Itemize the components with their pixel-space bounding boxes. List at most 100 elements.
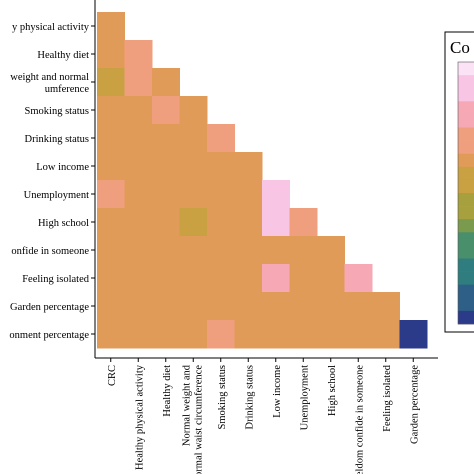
heatmap-cell [262, 208, 290, 237]
legend-swatch [458, 271, 474, 285]
heatmap-cell [97, 40, 125, 69]
column-label: Feeling isolated [382, 364, 393, 432]
heatmap-cell [97, 12, 125, 41]
plot-frame [94, 0, 438, 359]
heatmap-cell [317, 264, 345, 293]
heatmap-cell [289, 208, 318, 237]
heatmap-cell [97, 208, 125, 237]
column-label: CRC [107, 365, 118, 386]
legend-swatch [458, 206, 474, 220]
column-label: Seldom confide in someone [354, 365, 365, 474]
row-label: Feeling isolated [22, 274, 90, 285]
heatmap-cell [207, 208, 235, 237]
legend-swatch [458, 127, 474, 141]
column-labels: CRC Healthy physical activity Healthy diet… [107, 358, 420, 474]
row-label: weight and normal [10, 72, 89, 83]
legend-swatch [458, 219, 474, 233]
heatmap-cell [234, 208, 263, 237]
row-label: Unemployment [24, 190, 89, 201]
heatmap-cell [152, 124, 180, 153]
row-label: Drinking status [25, 134, 89, 145]
heatmap-cell [152, 320, 180, 349]
heatmap-cell [152, 180, 180, 209]
heatmap-cell [179, 208, 208, 237]
legend-colorbar-outline [457, 61, 474, 325]
heatmap-cell [262, 236, 290, 265]
heatmap-cell [207, 124, 235, 153]
row-label: Garden percentage [10, 302, 89, 313]
column-label: normal waist circumference [193, 365, 204, 474]
heatmap-cell [262, 292, 290, 321]
legend-swatch [458, 179, 474, 194]
heatmap-cell [234, 292, 263, 321]
heatmap-cell [124, 152, 153, 181]
legend-swatch [458, 140, 474, 154]
legend-swatch [458, 310, 474, 325]
row-label: onment percentage [9, 330, 89, 341]
heatmap-cell [179, 152, 208, 181]
row-label: y physical activity [12, 22, 90, 33]
legend-swatch [458, 62, 474, 76]
column-label: Low income [272, 365, 283, 418]
column-label: High school [327, 365, 338, 416]
legend-swatch [458, 284, 474, 299]
heatmap-cell [372, 320, 400, 349]
heatmap-cell [152, 68, 180, 97]
color-legend: Co [444, 31, 474, 333]
heatmap-cell [234, 320, 263, 349]
heatmap-cell [124, 68, 153, 97]
heatmap-cell [152, 96, 180, 125]
heatmap-cells [97, 12, 428, 349]
row-label: Smoking status [25, 106, 89, 117]
heatmap-cell [97, 96, 125, 125]
legend-swatch [458, 232, 474, 246]
heatmap-cell [262, 180, 290, 209]
heatmap-cell [344, 320, 373, 349]
heatmap-cell [97, 68, 125, 97]
heatmap-cell [289, 292, 318, 321]
heatmap-cell [97, 152, 125, 181]
heatmap-cell [179, 320, 208, 349]
heatmap-cell [124, 320, 153, 349]
heatmap-cell [207, 292, 235, 321]
column-label: Healthy diet [162, 365, 173, 417]
heatmap-cell [289, 320, 318, 349]
heatmap-cell [262, 320, 290, 349]
heatmap-cell [124, 292, 153, 321]
heatmap-cell [372, 292, 400, 321]
heatmap-cell [344, 264, 373, 293]
heatmap-cell [179, 96, 208, 125]
heatmap-cell [124, 96, 153, 125]
heatmap-cell [234, 180, 263, 209]
heatmap-cell [179, 124, 208, 153]
legend-swatch [458, 101, 474, 115]
row-labels: y physical activity Healthy diet weight an… [9, 22, 95, 341]
heatmap-cell [124, 124, 153, 153]
heatmap-cell [207, 320, 235, 349]
heatmap-cell [289, 264, 318, 293]
heatmap-cell [234, 264, 263, 293]
heatmap-cell [317, 236, 345, 265]
heatmap-cell [124, 40, 153, 69]
heatmap-cell [152, 292, 180, 321]
heatmap-cell [152, 152, 180, 181]
legend-swatch [458, 245, 474, 259]
row-label: Low income [36, 162, 89, 173]
legend-swatch [458, 88, 474, 102]
legend-swatches [457, 61, 474, 325]
heatmap-cell [124, 236, 153, 265]
row-label-continuation: umference [45, 84, 90, 95]
heatmap-cell [97, 124, 125, 153]
heatmap-cell [152, 208, 180, 237]
heatmap-cell [234, 236, 263, 265]
legend-swatch [458, 114, 474, 128]
heatmap-cell [97, 236, 125, 265]
legend-swatch [458, 258, 474, 272]
row-label: onfide in someone [11, 246, 89, 257]
legend-swatch [458, 75, 474, 89]
heatmap-cell [344, 292, 373, 321]
column-label: Healthy physical activity [134, 364, 145, 470]
heatmap-cell [124, 208, 153, 237]
column-label: Normal weight and [181, 364, 192, 446]
column-label: Unemployment [299, 365, 310, 430]
